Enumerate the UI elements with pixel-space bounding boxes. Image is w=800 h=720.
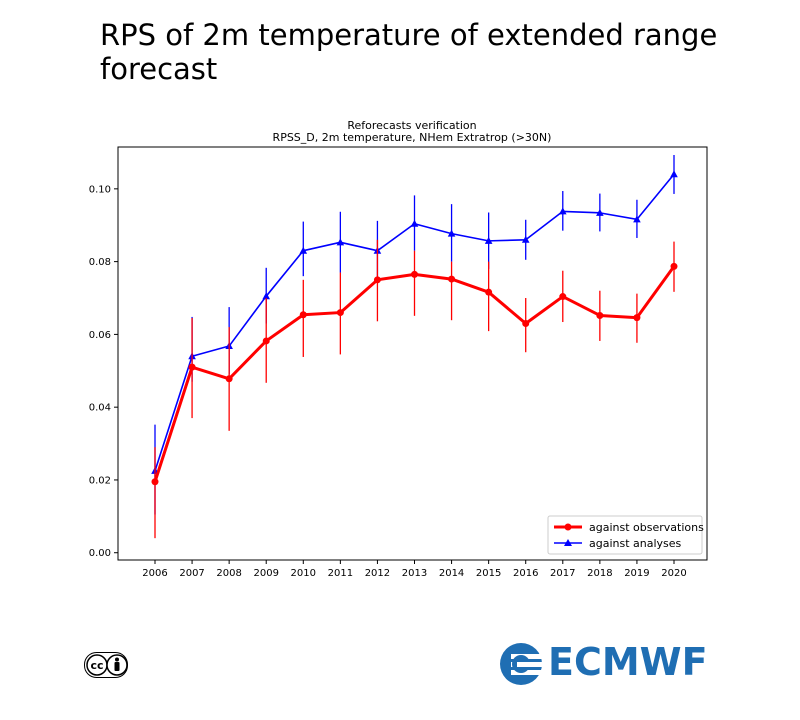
chart-subtitle: RPSS_D, 2m temperature, NHem Extratrop (… — [273, 131, 552, 144]
x-tick-label: 2014 — [439, 568, 464, 579]
x-tick-label: 2008 — [216, 568, 241, 579]
y-tick-label: 0.04 — [89, 403, 111, 414]
data-point — [670, 170, 678, 178]
data-point — [262, 337, 270, 345]
y-tick-label: 0.00 — [89, 548, 111, 559]
chart-title: Reforecasts verification — [347, 119, 476, 132]
data-point — [558, 207, 567, 215]
y-tick-label: 0.08 — [89, 257, 111, 268]
data-point — [410, 219, 419, 227]
legend: against observations against analyses — [547, 515, 704, 555]
x-tick-label: 2012 — [365, 568, 390, 579]
data-point — [633, 314, 641, 322]
x-tick-label: 2007 — [179, 568, 204, 579]
data-point — [447, 229, 456, 237]
page-title: RPS of 2m temperature of extended range … — [100, 18, 718, 86]
data-point — [262, 292, 271, 300]
svg-text:cc: cc — [90, 659, 103, 672]
x-tick-label: 2011 — [328, 568, 353, 579]
x-tick-label: 2006 — [142, 568, 167, 579]
data-point — [411, 270, 418, 278]
data-point — [336, 309, 344, 317]
data-point — [670, 262, 678, 270]
data-point — [299, 246, 308, 254]
legend-ana-marker — [564, 539, 572, 546]
data-point — [521, 235, 530, 243]
data-point — [336, 238, 345, 246]
data-point — [596, 208, 604, 216]
data-point — [151, 478, 159, 486]
data-point — [299, 311, 307, 319]
x-tick-label: 2015 — [476, 568, 501, 579]
data-point — [188, 363, 196, 371]
legend-ana-label: against analyses — [589, 537, 682, 550]
legend-box — [547, 515, 703, 555]
data-point — [522, 319, 530, 327]
data-point — [559, 293, 567, 301]
data-point — [225, 375, 233, 383]
data-point — [484, 236, 493, 244]
x-tick-label: 2018 — [587, 568, 612, 579]
plot-frame — [117, 146, 708, 561]
ecmwf-logo-icon — [500, 643, 549, 685]
x-tick-label: 2019 — [624, 568, 649, 579]
y-tick-label: 0.02 — [89, 475, 111, 486]
x-tick-label: 2013 — [402, 568, 427, 579]
y-tick-label: 0.06 — [89, 330, 111, 341]
ecmwf-logo-text: ECMWF — [548, 640, 708, 684]
data-point — [485, 288, 493, 296]
data-point — [448, 275, 456, 283]
x-tick-label: 2016 — [513, 568, 538, 579]
x-tick-label: 2010 — [291, 568, 316, 579]
x-tick-label: 2017 — [550, 568, 575, 579]
data-point — [596, 311, 604, 319]
y-tick-label: 0.10 — [89, 184, 111, 195]
x-tick-label: 2020 — [661, 568, 686, 579]
legend-obs-label: against observations — [589, 521, 704, 534]
data-point — [373, 276, 381, 284]
data-point — [633, 215, 641, 223]
series-observations — [151, 239, 678, 539]
legend-obs-marker — [564, 523, 572, 531]
cc-by-license-icon: cc — [84, 652, 128, 678]
series-analyses — [151, 155, 678, 515]
x-tick-label: 2009 — [253, 568, 278, 579]
